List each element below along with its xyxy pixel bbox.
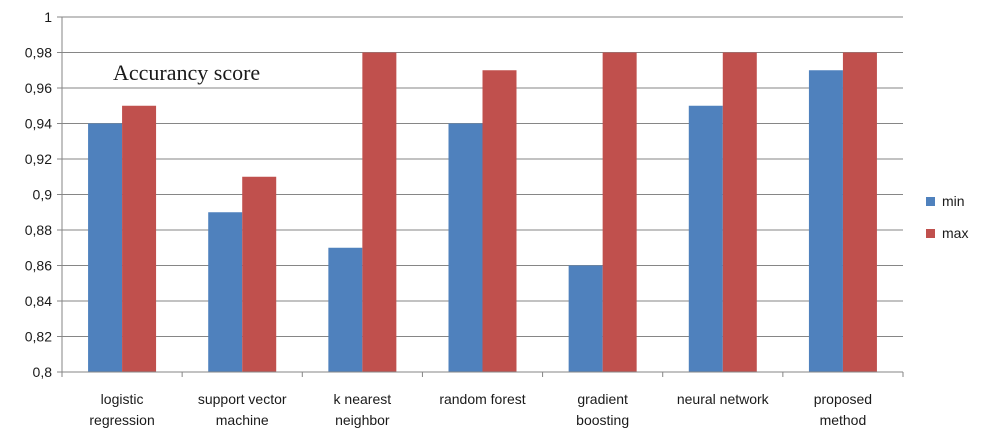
x-category-label: gradient boosting [576, 391, 629, 428]
bar-min [808, 70, 843, 372]
bar-min [448, 123, 483, 372]
x-category-label: k nearest neighbor [334, 391, 392, 428]
legend: min max [926, 193, 968, 241]
y-tick-label: 0,86 [25, 258, 52, 274]
y-tick-label: 0,8 [33, 364, 53, 380]
y-tick-label: 0,9 [33, 187, 53, 203]
bars [88, 52, 877, 372]
legend-swatch-max [926, 229, 935, 238]
y-tick-label: 0,88 [25, 222, 52, 238]
y-tick-label: 0,98 [25, 45, 52, 61]
bar-max [122, 105, 157, 372]
y-tick-label: 1 [44, 9, 52, 25]
bar-max [722, 52, 757, 372]
y-tick-label: 0,92 [25, 151, 52, 167]
y-tick-label: 0,84 [25, 293, 52, 309]
x-category-label: neural network [677, 391, 770, 407]
y-tick-label: 0,96 [25, 80, 52, 96]
x-category-labels: logistic regression support vector machine k… [89, 391, 872, 428]
y-tick-label: 0,82 [25, 329, 52, 345]
bar-max [242, 176, 277, 372]
bar-max [842, 52, 877, 372]
x-category-label: proposed method [814, 391, 872, 428]
bar-min [88, 123, 123, 372]
y-tick-labels: 0,8 0,82 0,84 0,86 0,88 0,9 0,92 0,94 0,96 0,98 1 [25, 9, 52, 380]
axes [57, 16, 904, 377]
x-category-label: logistic regression [89, 391, 154, 428]
bar-max [362, 52, 397, 372]
bar-max [602, 52, 637, 372]
chart-title: Accurancy score [113, 60, 260, 85]
legend-label-max: max [942, 225, 968, 241]
y-tick-label: 0,94 [25, 116, 52, 132]
bar-min [328, 247, 363, 372]
x-category-label: random forest [439, 391, 525, 407]
x-category-label: support vector machine [198, 391, 287, 428]
bar-max [482, 70, 517, 372]
legend-swatch-min [926, 197, 935, 206]
legend-label-min: min [942, 193, 965, 209]
bar-min [688, 105, 723, 372]
bar-min [568, 265, 603, 372]
bar-min [208, 212, 243, 372]
